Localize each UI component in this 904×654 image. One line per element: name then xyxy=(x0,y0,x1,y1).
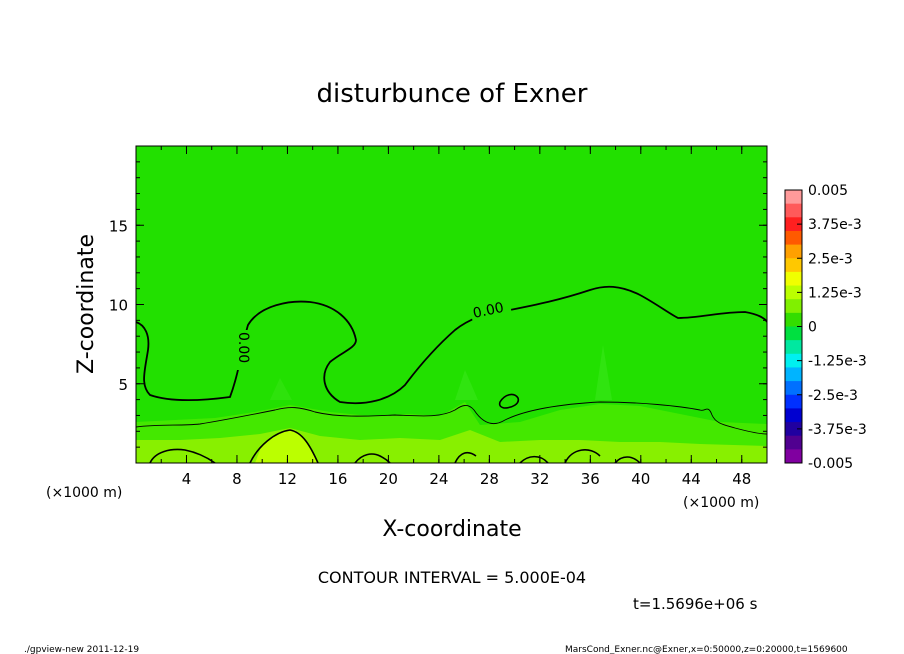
y-tick-label: 10 xyxy=(109,297,128,315)
x-tick-label: 36 xyxy=(581,470,600,488)
contour-line-bottom-4 xyxy=(454,451,477,463)
field-plume-3 xyxy=(270,378,292,400)
x-axis-label: X-coordinate xyxy=(382,517,521,542)
footer-right: MarsCond_Exner.nc@Exner,x=0:50000,z=0:20… xyxy=(565,645,848,654)
colorbar-segment xyxy=(785,435,802,450)
colorbar-segment xyxy=(785,326,802,341)
footer-left: ./gpview-new 2011-12-19 xyxy=(24,645,139,654)
colorbar-segment xyxy=(785,449,802,464)
colorbar-segment xyxy=(785,353,802,368)
x-tick-label: 24 xyxy=(429,470,448,488)
colorbar-segment xyxy=(785,312,802,327)
colorbar-label: -2.5e-3 xyxy=(808,388,858,404)
x-tick-label: 4 xyxy=(182,470,192,488)
colorbar-label: 1.25e-3 xyxy=(808,285,862,301)
colorbar-label: -1.25e-3 xyxy=(808,354,867,370)
colorbar-segment xyxy=(785,258,802,273)
x-tick-label: 28 xyxy=(480,470,499,488)
contour-line-bottom-7 xyxy=(519,455,549,463)
colorbar-segment xyxy=(785,271,802,287)
colorbar-segment xyxy=(785,244,802,259)
contour-line-bottom-6 xyxy=(614,456,641,463)
contour-line-bottom-2 xyxy=(249,429,319,463)
colorbar-segment xyxy=(785,203,802,218)
colorbar-segment xyxy=(785,422,802,437)
colorbar-segment xyxy=(785,367,802,382)
x-tick-label: 20 xyxy=(379,470,398,488)
contour-line-zero xyxy=(136,285,767,405)
x-tick-label: 16 xyxy=(328,470,347,488)
time-label: t=1.5696e+06 s xyxy=(633,595,758,613)
colorbar-label: 0.005 xyxy=(808,183,848,199)
field-band-3 xyxy=(255,430,318,463)
contour-line-bottom-5 xyxy=(564,449,601,463)
x-axis: 4 8 12 16 20 24 28 32 36 40 44 48 xyxy=(160,146,751,488)
colorbar: 0.005 3.75e-3 2.5e-3 1.25e-3 0 -1.25e-3 -2.5e-… xyxy=(784,183,867,472)
x-tick-label: 8 xyxy=(232,470,242,488)
contour-line-bottom-3 xyxy=(354,453,391,463)
x-tick-label: 44 xyxy=(682,470,701,488)
x-tick-label: 32 xyxy=(530,470,549,488)
y-tick-label: 15 xyxy=(109,217,128,235)
colorbar-segment xyxy=(785,217,802,232)
y-axis: 5 10 15 xyxy=(109,161,767,448)
y-tick-label: 5 xyxy=(118,376,128,394)
colorbar-label: 2.5e-3 xyxy=(808,251,853,267)
colorbar-label: 3.75e-3 xyxy=(808,217,862,233)
colorbar-segment xyxy=(785,394,802,409)
colorbar-label: 0 xyxy=(808,320,817,336)
colorbar-segment xyxy=(785,340,802,355)
colorbar-segment xyxy=(785,190,802,205)
x-tick-label: 40 xyxy=(631,470,650,488)
colorbar-segment xyxy=(785,230,802,246)
field-plume xyxy=(595,345,612,400)
y-axis-label: Z-coordinate xyxy=(74,234,99,374)
x-tick-label: 12 xyxy=(278,470,297,488)
colorbar-segment xyxy=(785,299,802,314)
contour-line-thin xyxy=(136,401,767,435)
x-unit-left: (×1000 m) xyxy=(46,485,122,501)
contour-line-bottom-1 xyxy=(149,448,216,463)
contour-label: 0.00 xyxy=(472,300,506,322)
colorbar-segment xyxy=(785,381,802,396)
colorbar-segment xyxy=(785,285,802,300)
colorbar-segment xyxy=(785,408,802,423)
colorbar-label: -3.75e-3 xyxy=(808,422,867,438)
chart-title: disturbunce of Exner xyxy=(317,79,588,109)
x-unit-right: (×1000 m) xyxy=(683,495,759,511)
contour-label-2: 0.00 xyxy=(235,332,251,363)
field-plume-2 xyxy=(455,370,478,400)
plot-area: 0.00 0.00 xyxy=(136,146,767,463)
contour-line-closed xyxy=(498,393,520,409)
contour-interval: CONTOUR INTERVAL = 5.000E-04 xyxy=(318,568,586,587)
colorbar-label: -0.005 xyxy=(808,456,853,472)
x-tick-label: 48 xyxy=(732,470,751,488)
